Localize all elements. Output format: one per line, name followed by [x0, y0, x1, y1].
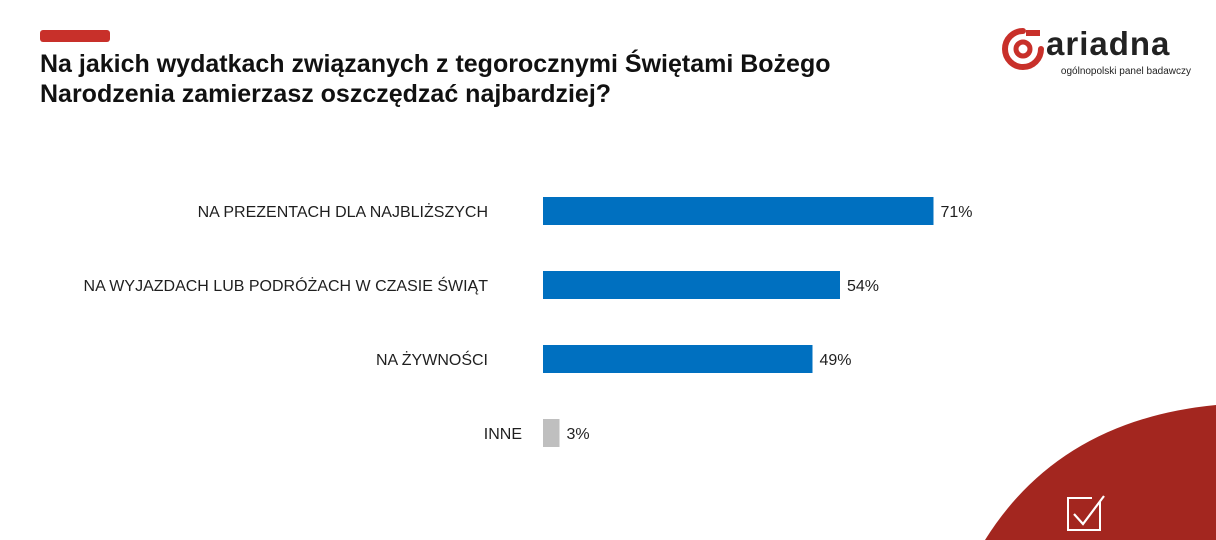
value-label: 71% [941, 204, 973, 221]
category-label: NA PREZENTACH DLA NAJBLIŻSZYCH [198, 202, 488, 221]
logo-tagline: ogólnopolski panel badawczy [1060, 66, 1191, 77]
title-accent-bar [40, 30, 110, 42]
category-label: NA ŻYWNOŚCI [376, 350, 488, 369]
logo-wordmark: ariadna [1046, 25, 1171, 62]
value-label: 3% [567, 426, 590, 443]
bar [543, 197, 934, 225]
corner-shape [985, 405, 1216, 540]
checkbox-icon [1067, 495, 1105, 531]
category-label: INNE [484, 426, 522, 443]
value-label: 49% [820, 352, 852, 369]
bar [543, 419, 560, 447]
ariadna-logo-icon [1002, 28, 1044, 70]
chart-title: Na jakich wydatkach związanych z tegoroc… [40, 50, 831, 108]
category-label: NA WYJAZDACH LUB PODRÓŻACH W CZASIE ŚWIĄ… [84, 276, 489, 295]
brand-logo: ariadna ogólnopolski panel badawczy [1002, 25, 1197, 83]
bar [543, 345, 813, 373]
value-label: 54% [847, 278, 879, 295]
bar [543, 271, 840, 299]
